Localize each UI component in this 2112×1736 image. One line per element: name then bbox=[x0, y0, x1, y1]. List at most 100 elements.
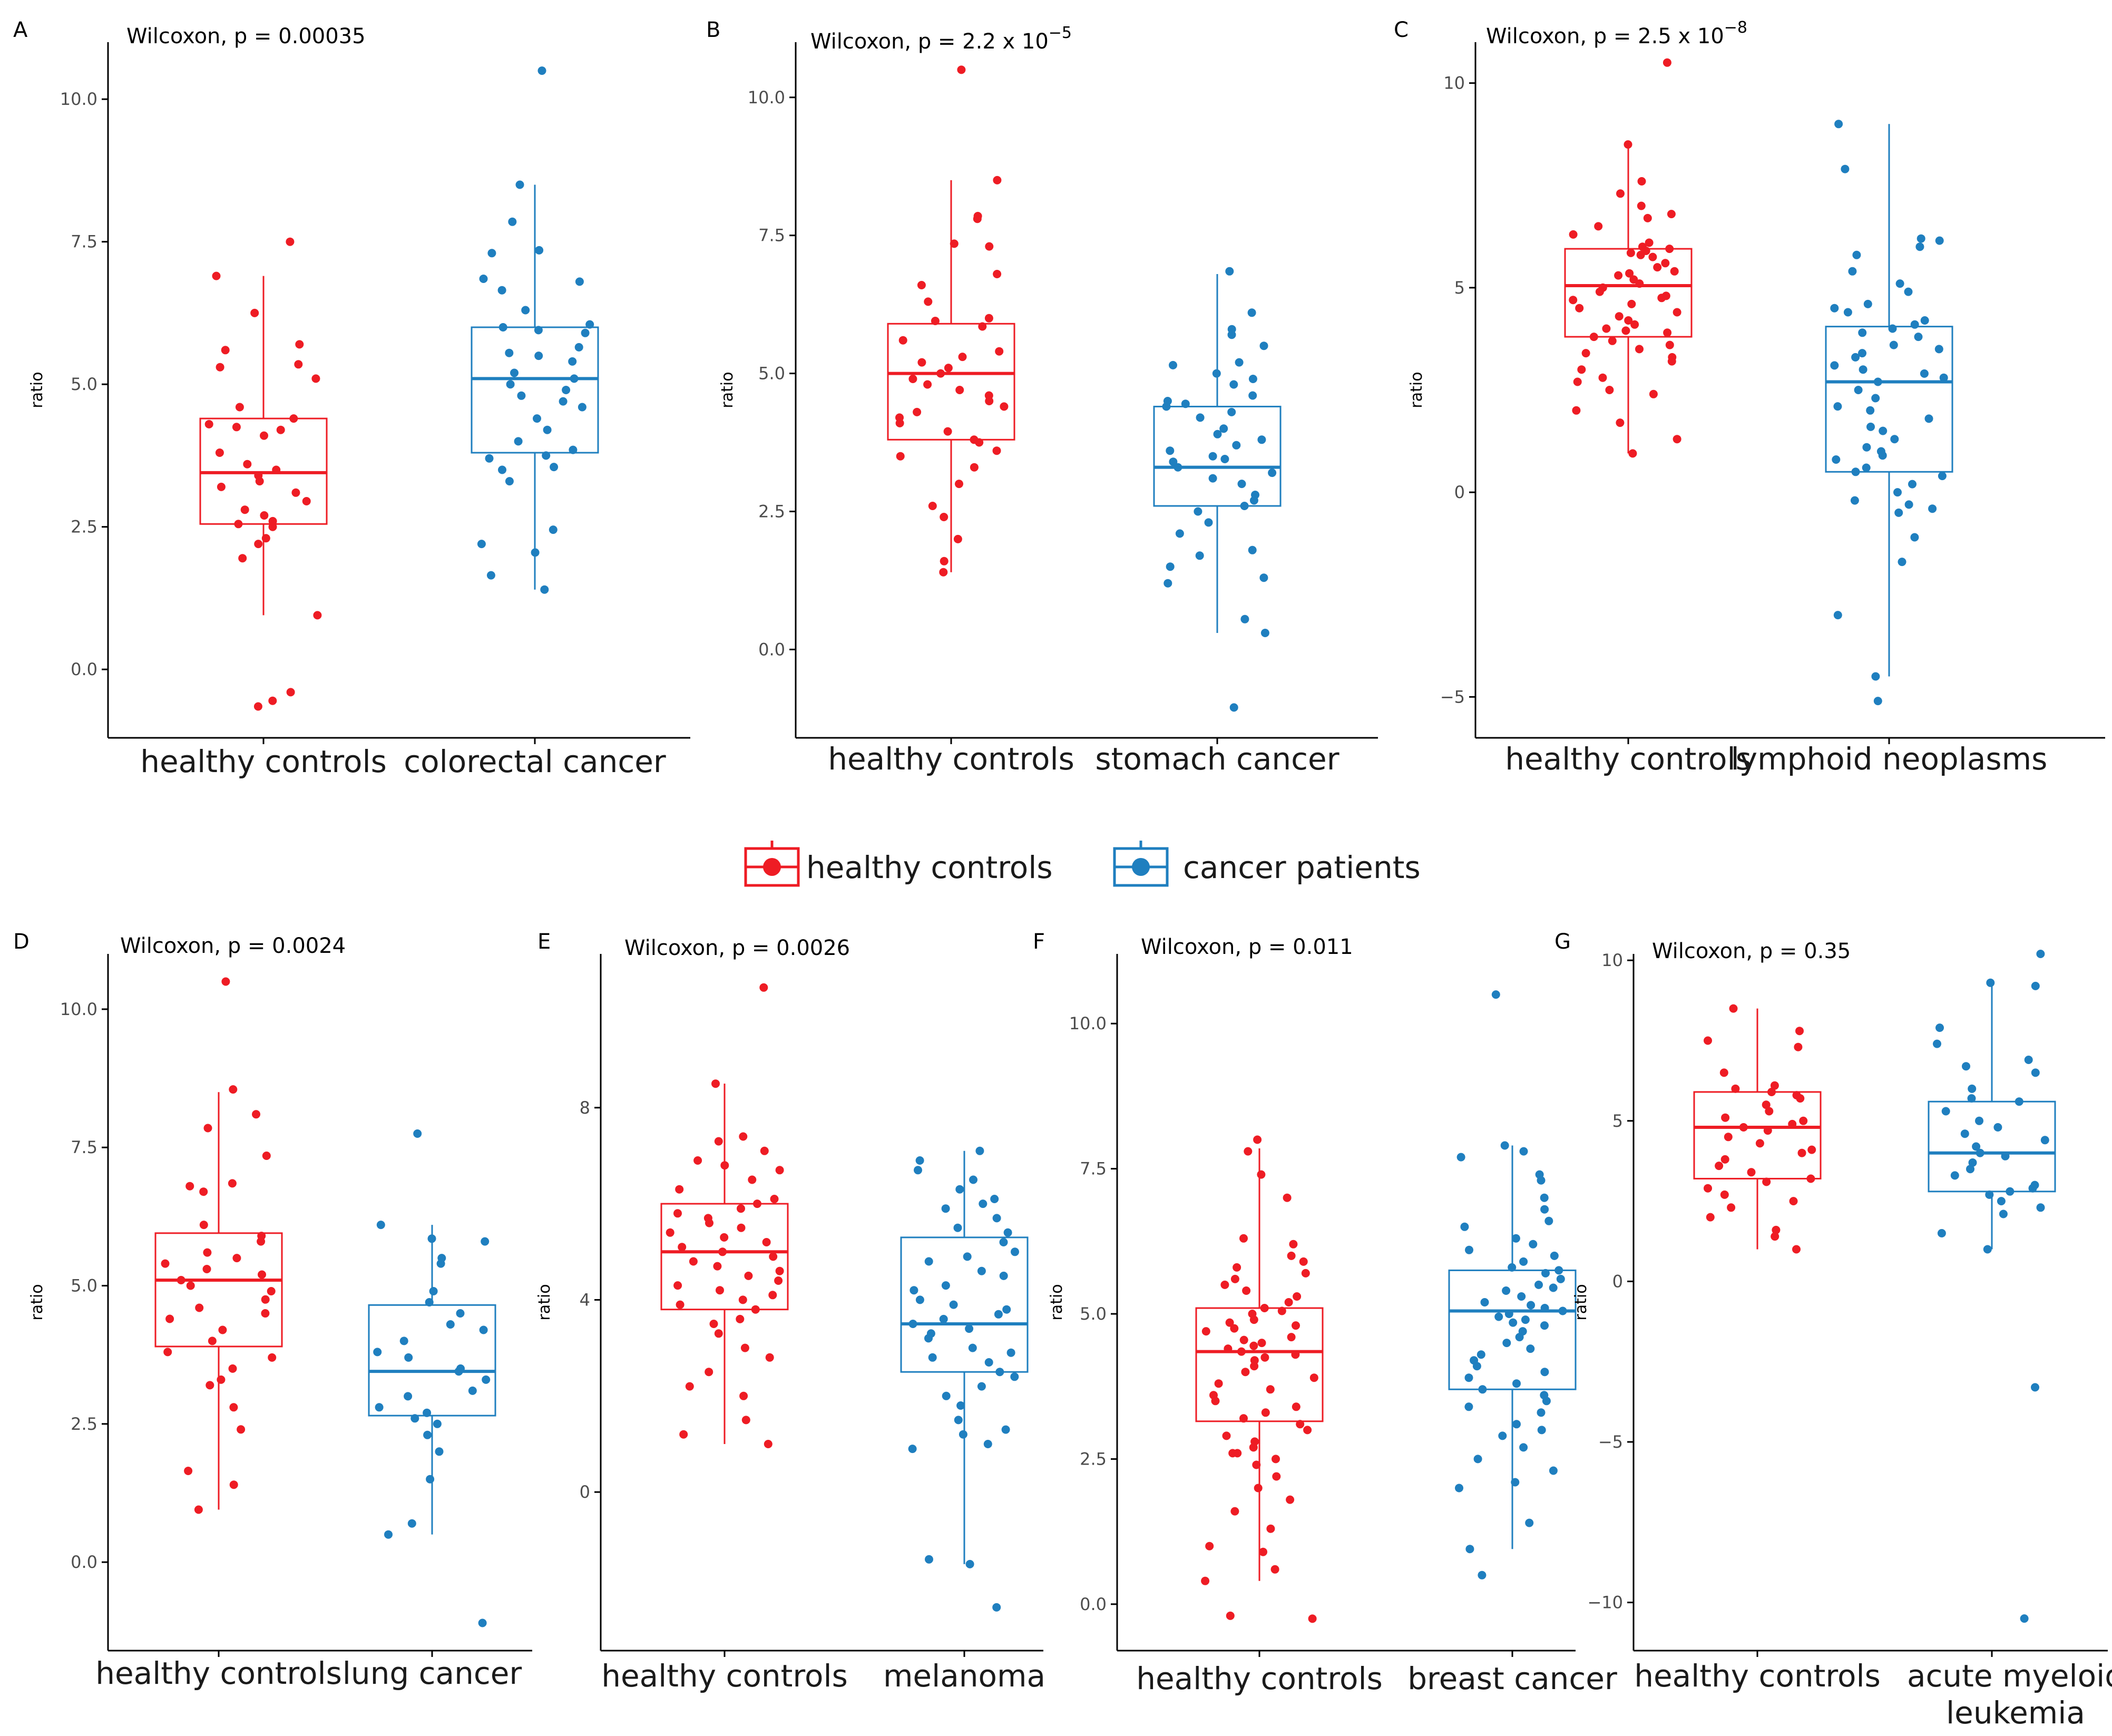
y-tick-label: 5.0 bbox=[1080, 1304, 1107, 1324]
data-point bbox=[260, 511, 269, 520]
data-point bbox=[468, 1386, 477, 1395]
data-point bbox=[1616, 189, 1625, 198]
data-point bbox=[2031, 1068, 2040, 1077]
data-point bbox=[1272, 1455, 1280, 1464]
data-point bbox=[978, 322, 987, 331]
data-point bbox=[1540, 1205, 1549, 1214]
y-tick-label: 7.5 bbox=[71, 232, 97, 252]
data-point bbox=[1938, 472, 1947, 481]
data-point bbox=[1997, 1197, 2006, 1206]
data-point bbox=[585, 320, 594, 329]
data-point bbox=[1614, 271, 1623, 280]
x-category-label: healthy controls bbox=[95, 1655, 342, 1691]
y-tick-label: 10.0 bbox=[1069, 1013, 1107, 1033]
data-point bbox=[1549, 1283, 1558, 1292]
data-point bbox=[186, 1281, 195, 1290]
data-point bbox=[1478, 1571, 1487, 1579]
data-point bbox=[1229, 703, 1238, 712]
data-point bbox=[413, 1129, 422, 1138]
data-point bbox=[229, 1480, 238, 1489]
data-point bbox=[1283, 1193, 1292, 1202]
data-point bbox=[941, 1281, 950, 1290]
data-point bbox=[199, 1221, 208, 1230]
data-point bbox=[163, 1348, 172, 1357]
y-tick-label: 7.5 bbox=[758, 226, 785, 246]
data-point bbox=[1473, 1455, 1482, 1464]
data-point bbox=[1286, 1495, 1295, 1504]
data-point bbox=[1920, 316, 1929, 325]
data-point bbox=[1289, 1240, 1298, 1249]
data-point bbox=[1605, 386, 1614, 394]
data-point bbox=[1939, 373, 1948, 382]
x-category-label: healthy controls bbox=[1634, 1658, 1881, 1694]
data-point bbox=[1260, 1304, 1269, 1312]
data-point bbox=[1704, 1184, 1712, 1193]
data-point bbox=[1527, 1301, 1536, 1310]
data-point bbox=[736, 1314, 745, 1323]
data-point bbox=[1213, 430, 1222, 438]
data-point bbox=[254, 540, 263, 549]
data-point bbox=[1999, 1210, 2008, 1218]
data-point bbox=[1862, 463, 1871, 472]
box-iqr bbox=[887, 323, 1015, 441]
data-point bbox=[1519, 1147, 1528, 1156]
data-point bbox=[1637, 177, 1646, 186]
data-point bbox=[313, 611, 322, 620]
data-point bbox=[1788, 1119, 1797, 1128]
data-point bbox=[542, 451, 551, 460]
data-point bbox=[679, 1430, 688, 1439]
data-point bbox=[969, 1175, 977, 1184]
data-point bbox=[286, 688, 295, 697]
data-point bbox=[1935, 1023, 1944, 1032]
data-point bbox=[1244, 1147, 1253, 1156]
data-point bbox=[479, 275, 488, 283]
data-point bbox=[1301, 1269, 1310, 1277]
data-point bbox=[375, 1403, 384, 1412]
data-point bbox=[2028, 1184, 2037, 1193]
data-point bbox=[1249, 1443, 1258, 1452]
data-point bbox=[928, 502, 937, 510]
data-point bbox=[425, 1298, 434, 1306]
data-point bbox=[1661, 259, 1670, 268]
data-point bbox=[228, 1179, 237, 1188]
data-point bbox=[1525, 1518, 1534, 1527]
data-point bbox=[898, 336, 907, 345]
data-point bbox=[675, 1185, 684, 1194]
data-point bbox=[1253, 1135, 1262, 1144]
box-iqr bbox=[1153, 405, 1282, 507]
data-point bbox=[1706, 1213, 1715, 1222]
data-point bbox=[427, 1234, 436, 1243]
x-category-label: lung cancer bbox=[343, 1655, 522, 1691]
data-point bbox=[1456, 1153, 1465, 1162]
data-point bbox=[908, 1320, 917, 1328]
data-point bbox=[203, 1248, 212, 1257]
data-point bbox=[1910, 320, 1919, 329]
data-point bbox=[1966, 1165, 1974, 1174]
data-point bbox=[581, 328, 590, 337]
data-point bbox=[993, 270, 1002, 278]
data-point bbox=[940, 513, 949, 521]
data-point bbox=[1284, 1298, 1293, 1306]
data-point bbox=[487, 249, 496, 258]
data-point bbox=[768, 1291, 777, 1300]
panel-letter: D bbox=[13, 930, 30, 954]
data-point bbox=[1537, 1176, 1546, 1185]
data-point bbox=[975, 1146, 984, 1155]
data-point bbox=[423, 1408, 432, 1417]
x-category-label: healthy controls bbox=[1136, 1661, 1383, 1696]
data-point bbox=[232, 1254, 241, 1263]
panel-letter: C bbox=[1394, 18, 1409, 42]
data-point bbox=[1166, 562, 1175, 571]
data-point bbox=[1266, 1524, 1275, 1533]
data-point bbox=[1866, 406, 1875, 415]
data-point bbox=[1888, 324, 1897, 333]
data-point bbox=[1719, 1068, 1728, 1077]
data-point bbox=[1537, 1426, 1546, 1435]
data-point bbox=[741, 1416, 750, 1425]
data-point bbox=[999, 1271, 1008, 1280]
panel-title: Wilcoxon, p = 0.00035 bbox=[126, 24, 366, 48]
data-point bbox=[1266, 1385, 1275, 1394]
data-point bbox=[537, 66, 546, 75]
data-point bbox=[1498, 1431, 1507, 1440]
data-point bbox=[1859, 365, 1867, 374]
